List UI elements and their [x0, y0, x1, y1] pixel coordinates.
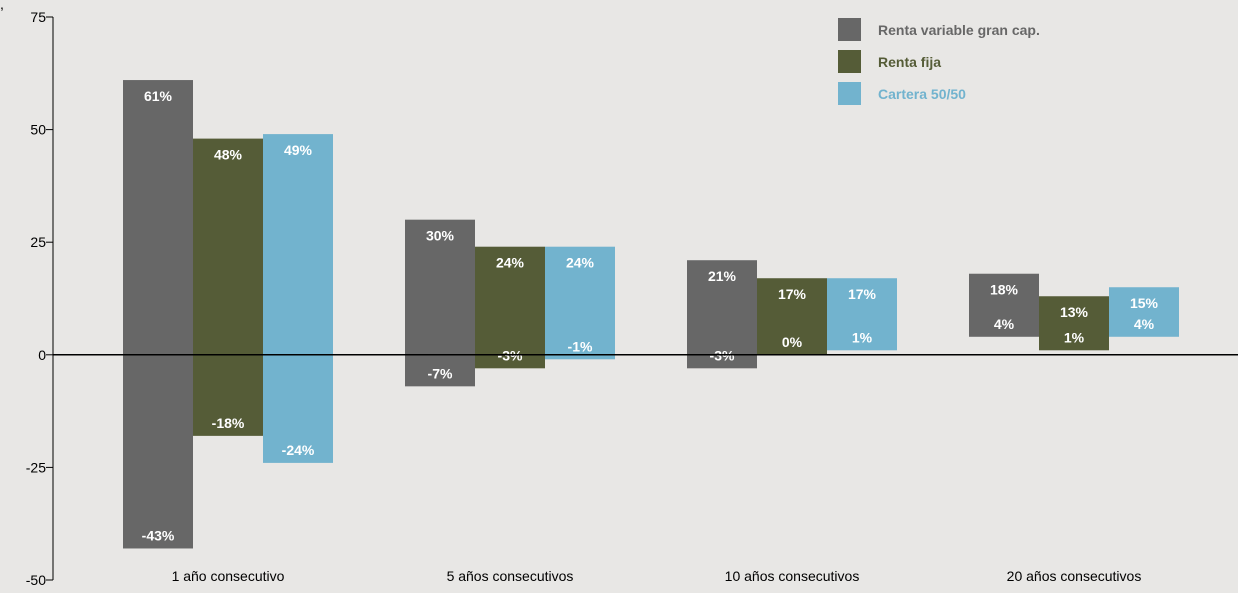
bar-max-label: 18%: [990, 282, 1019, 298]
y-tick-label: 50: [30, 122, 46, 138]
header-fragment: ,: [0, 0, 4, 12]
bar-min-label: 1%: [852, 329, 873, 345]
bar-min-label: -43%: [142, 527, 175, 543]
bar-max-label: 15%: [1130, 295, 1159, 311]
legend-label: Cartera 50/50: [878, 86, 966, 102]
bar-min-label: 4%: [994, 316, 1015, 332]
bar-min-label: 0%: [782, 334, 803, 350]
bar-max-label: 13%: [1060, 304, 1089, 320]
bar-min-label: -18%: [212, 415, 245, 431]
bar-max-label: 24%: [566, 255, 595, 271]
y-tick-label: 75: [30, 9, 46, 25]
x-category-label: 10 años consecutivos: [725, 568, 860, 584]
x-category-label: 20 años consecutivos: [1007, 568, 1142, 584]
bar-min-label: 4%: [1134, 316, 1155, 332]
legend-swatch: [838, 50, 861, 73]
range-bar: [687, 260, 757, 369]
bar-min-label: -24%: [282, 442, 315, 458]
range-bar: [263, 134, 333, 463]
range-bar: [757, 278, 827, 355]
bar-min-label: -7%: [428, 365, 453, 381]
bar-max-label: 17%: [778, 286, 807, 302]
y-tick-label: 0: [38, 347, 46, 363]
range-bar: [193, 138, 263, 436]
legend-swatch: [838, 82, 861, 105]
bar-max-label: 21%: [708, 268, 737, 284]
bar-max-label: 49%: [284, 142, 313, 158]
x-category-label: 5 años consecutivos: [447, 568, 574, 584]
range-bar: [827, 278, 897, 351]
y-tick-label: -25: [26, 459, 46, 475]
range-bar: [1039, 296, 1109, 351]
bar-max-label: 17%: [848, 286, 877, 302]
legend-label: Renta variable gran cap.: [878, 22, 1040, 38]
range-bar: [969, 273, 1039, 337]
range-bar: [405, 219, 475, 387]
range-bar: [1109, 287, 1179, 337]
bar-max-label: 48%: [214, 147, 243, 163]
y-tick-label: -50: [26, 572, 46, 588]
legend-swatch: [838, 18, 861, 41]
bar-max-label: 61%: [144, 88, 173, 104]
x-category-label: 1 año consecutivo: [172, 568, 285, 584]
bar-max-label: 30%: [426, 228, 455, 244]
legend-label: Renta fija: [878, 54, 941, 70]
y-tick-label: 25: [30, 234, 46, 250]
bar-min-label: -1%: [568, 338, 593, 354]
bar-max-label: 24%: [496, 255, 525, 271]
bar-min-label: 1%: [1064, 329, 1085, 345]
range-bar: [123, 80, 193, 549]
range-bar: [475, 246, 545, 369]
range-bar: [545, 246, 615, 360]
